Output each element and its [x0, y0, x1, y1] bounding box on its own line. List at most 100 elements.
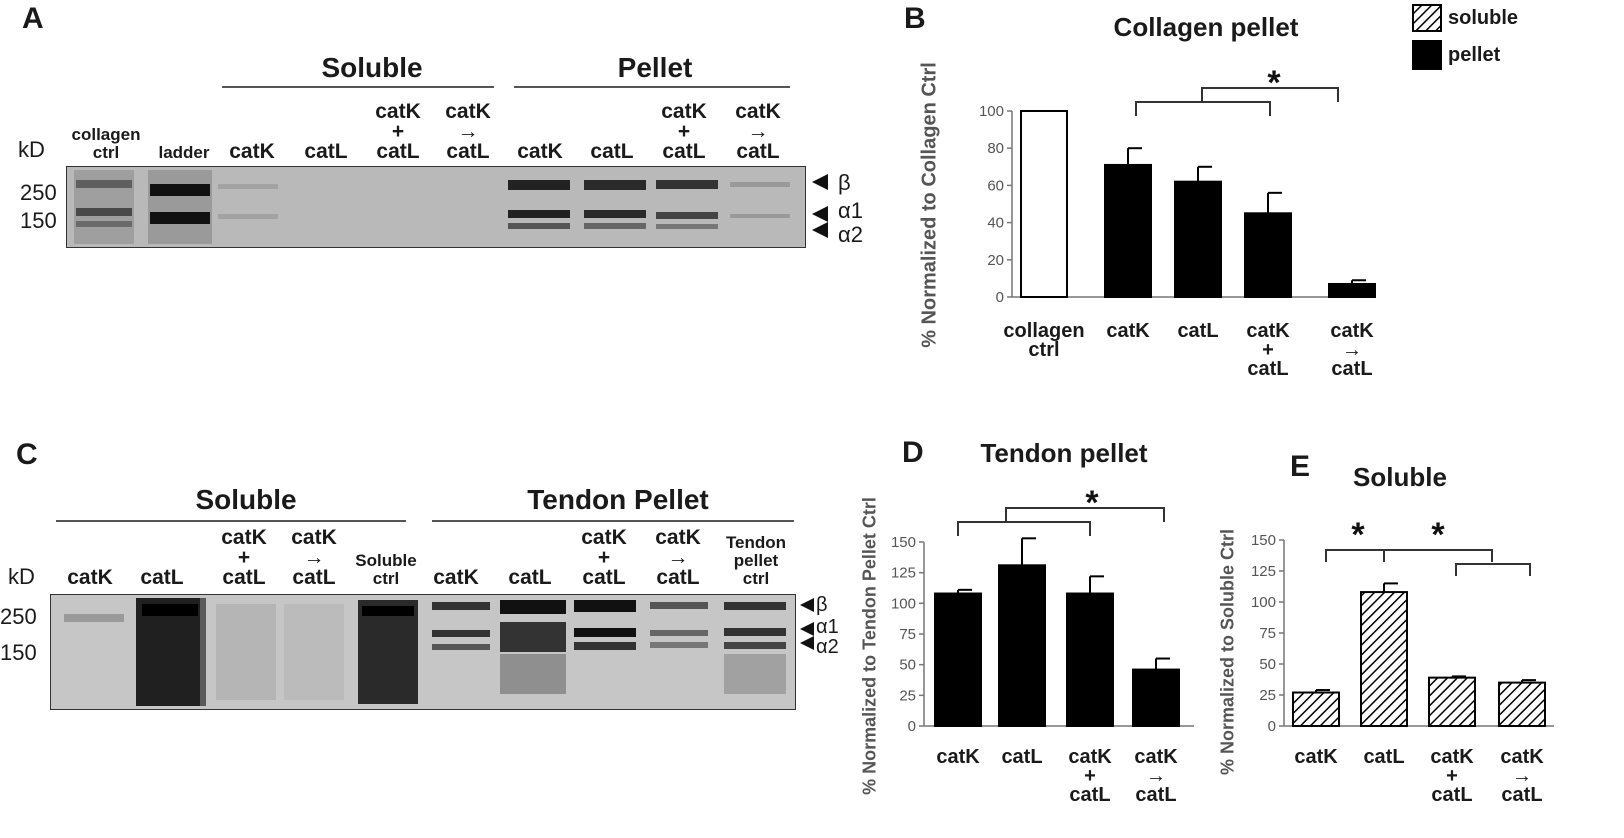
x-tick-label: catK + catL	[1246, 320, 1290, 379]
x-tick-label: catK → catL	[1330, 321, 1373, 380]
gel-c-lane-line: catL	[140, 566, 184, 589]
gel-c-lane-line: catK	[67, 566, 113, 589]
y-tick-label: 25	[1259, 687, 1276, 704]
gel-c-lane-line: ctrl	[742, 569, 770, 588]
legend-pellet: pellet	[1412, 40, 1500, 70]
x-tick-label: collagen ctrl	[1003, 320, 1085, 361]
bar	[1066, 592, 1114, 727]
x-tick-label: catK + catL	[1068, 746, 1112, 806]
gel-c-lane-line: Soluble	[355, 551, 417, 570]
legend-soluble: soluble	[1412, 4, 1518, 32]
x-tick-label-line: catK	[1430, 746, 1474, 768]
legend-pellet-swatch	[1412, 40, 1442, 70]
gel-c-lane-label: Tendon pellet ctrl	[726, 534, 786, 588]
gel-c-kd-label: kD	[8, 564, 35, 589]
gel-a-soluble-rule	[222, 86, 494, 88]
x-tick-label-line: catL	[1431, 784, 1473, 806]
x-tick-label: catL	[1177, 320, 1219, 342]
x-tick-label-line: catK	[1068, 746, 1112, 768]
chart-b-ylabel: % Normalized to Collagen Ctrl	[918, 62, 941, 348]
gel-a-lane-line: catL	[662, 140, 706, 163]
panel-label-c: C	[16, 438, 38, 471]
chart-e-ylabel: % Normalized to Soluble Ctrl	[1217, 528, 1238, 776]
chart-d-ylabel: % Normalized to Tendon Pellet Ctrl	[859, 497, 880, 795]
gel-a-lane-line: catK	[229, 140, 275, 163]
gel-c-lane-line: +	[597, 546, 611, 569]
chart-e-title: Soluble	[1353, 462, 1447, 492]
gel-c-image	[50, 594, 796, 710]
x-tick-label: catK	[1294, 746, 1338, 768]
gel-c-pellet-rule	[432, 520, 794, 522]
x-tick-label-line: catK	[1500, 746, 1544, 768]
gel-a-lane-line: catL	[736, 140, 780, 163]
gel-c-lane-label: catL	[508, 567, 551, 588]
x-tick-label-line: catL	[1177, 320, 1219, 342]
x-tick-label-line: catL	[1363, 746, 1405, 768]
gel-a-band-arrows	[812, 174, 828, 238]
significance-star: *	[1431, 516, 1445, 554]
gel-a-pellet-rule	[514, 86, 790, 88]
gel-c-lane-line: +	[237, 546, 251, 569]
gel-a-lane-line: →	[747, 120, 769, 143]
x-tick-label-line: →	[1145, 765, 1166, 787]
y-tick-label: 50	[1259, 656, 1276, 673]
gel-c-lane-line: →	[303, 546, 325, 569]
x-tick-label: catK	[1106, 321, 1149, 341]
gel-a-lane-label: catL	[304, 140, 348, 163]
gel-c-lane-label: catK → catL	[655, 527, 701, 588]
gel-c-lane-line: catK	[291, 526, 337, 549]
y-tick-label: 50	[899, 657, 916, 674]
gel-c-lane-label: Soluble ctrl	[355, 552, 416, 588]
y-tick-label: 40	[987, 215, 1004, 232]
gel-c-lane-label: catK + catL	[581, 526, 627, 588]
x-tick-label-line: catK	[1294, 746, 1338, 768]
x-tick-label-line: +	[1446, 765, 1458, 787]
gel-a-lane-label: catK	[229, 140, 275, 163]
x-tick-label: catL	[1363, 746, 1405, 768]
gel-c-lane-line: catK	[581, 526, 627, 549]
gel-c-band-alpha2: α2	[816, 636, 839, 658]
gel-a-pellet-header: Pellet	[617, 52, 693, 83]
x-tick-label-line: catL	[1069, 784, 1111, 806]
gel-a-image	[66, 166, 806, 248]
gel-c-band-beta: β	[816, 594, 828, 616]
bar	[1292, 691, 1340, 728]
gel-a-lane-label: catK → catL	[735, 100, 781, 163]
significance-star: *	[1267, 64, 1281, 102]
gel-a-lane-line: +	[391, 120, 405, 143]
gel-a-lane-line: ladder	[158, 143, 210, 162]
x-tick-label: catK	[936, 747, 979, 767]
y-tick-label: 150	[891, 534, 916, 551]
x-tick-label-line: catL	[1331, 358, 1373, 380]
gel-a-lane-label: collagen ctrl	[72, 126, 141, 162]
chart-d-plot: 0 25 50 75 100 125 150 *	[891, 490, 1194, 735]
gel-a-lane-line: catL	[304, 140, 348, 163]
panel-label-d: D	[902, 436, 924, 469]
y-tick-label: 150	[1251, 532, 1276, 549]
legend-pellet-label: pellet	[1448, 43, 1501, 66]
chart-b-plot: 0 20 40 60 80 100 *	[979, 64, 1376, 306]
y-tick-label: 125	[1251, 563, 1276, 580]
gel-c-lane-line: catK	[433, 566, 479, 589]
x-tick-label-line: collagen	[1003, 320, 1085, 342]
gel-c-pellet-header: Tendon Pellet	[527, 484, 709, 515]
bar	[934, 592, 982, 727]
x-tick-label-line: catK	[1246, 320, 1290, 342]
gel-c-lane-line: →	[667, 546, 689, 569]
x-tick-label: catL	[1001, 747, 1042, 767]
gel-c-lane-label: catK → catL	[291, 526, 337, 588]
x-tick-label-line: catL	[1501, 784, 1543, 806]
significance-bracket	[1383, 549, 1493, 562]
significance-star: *	[1351, 516, 1365, 554]
x-tick-label-line: catK	[1134, 746, 1178, 768]
gel-a-lane-line: catK	[661, 100, 707, 123]
gel-a-lane-line: catK	[735, 100, 781, 123]
x-tick-label-line: ctrl	[1028, 339, 1060, 361]
chart-e-plot: 0 25 50 75 100 125 150 * *	[1251, 516, 1554, 735]
gel-a-marker-250: 250	[20, 180, 57, 205]
gel-a-lane-line: catL	[376, 140, 420, 163]
gel-a-kd-label: kD	[18, 137, 45, 162]
significance-bracket	[1455, 563, 1531, 576]
y-tick-label: 80	[987, 140, 1004, 157]
gel-a-lane-line: catL	[446, 140, 490, 163]
